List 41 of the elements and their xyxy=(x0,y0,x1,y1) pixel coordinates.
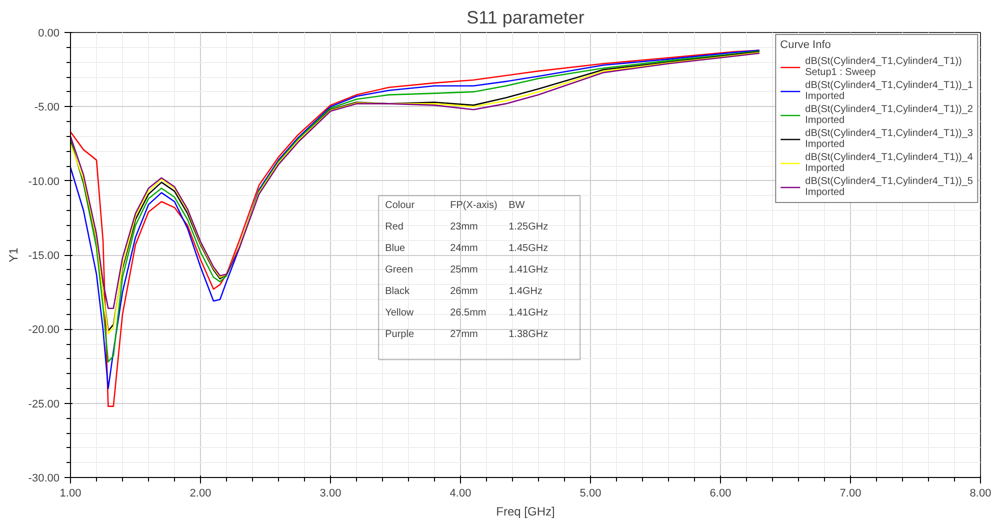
y-axis-title: Y1 xyxy=(6,247,20,262)
y-tick-label: -30.00 xyxy=(28,472,60,484)
y-tick-label: -10.00 xyxy=(28,176,60,188)
annotation: 26.5mm xyxy=(450,308,486,319)
annotation: Colour xyxy=(385,200,416,212)
annotation: Purple xyxy=(385,329,414,340)
annotation: 1.4GHz xyxy=(508,286,543,298)
legend-title: Curve Info xyxy=(780,39,832,51)
annotation: FP(X-axis) xyxy=(450,200,498,212)
annotation: BW xyxy=(508,200,526,212)
x-tick-label: 8.00 xyxy=(970,488,992,500)
legend-label: dB(St(Cylinder4_T1,Cylinder4_T1))_5 Imported xyxy=(805,176,973,198)
annotation: 1.25GHz xyxy=(508,222,548,233)
annotation: Yellow xyxy=(385,308,414,319)
x-tick-label: 3.00 xyxy=(320,488,342,500)
annotation: 23mm xyxy=(450,222,478,233)
annotation: 25mm xyxy=(450,264,478,276)
y-tick-label: -20.00 xyxy=(28,324,60,336)
x-tick-label: 2.00 xyxy=(190,488,212,500)
annotation: Red xyxy=(385,222,404,233)
y-tick-label: -25.00 xyxy=(28,398,60,410)
annotation: 26mm xyxy=(450,286,478,298)
x-tick-label: 5.00 xyxy=(580,488,602,500)
annotation: 1.41GHz xyxy=(508,264,548,276)
y-tick-label: -15.00 xyxy=(28,250,60,262)
x-tick-label: 7.00 xyxy=(840,488,862,500)
annotation: 27mm xyxy=(450,329,478,340)
annotation: 1.45GHz xyxy=(508,243,548,254)
chart-title: S11 parameter xyxy=(466,8,584,28)
annotation: 1.41GHz xyxy=(508,308,548,319)
x-tick-label: 6.00 xyxy=(710,488,732,500)
x-tick-label: 1.00 xyxy=(60,488,82,500)
x-tick-label: 4.00 xyxy=(450,488,472,500)
x-axis-title: Freq [GHz] xyxy=(496,504,555,518)
annotation: 24mm xyxy=(450,243,478,254)
annotation: 1.38GHz xyxy=(508,329,548,340)
annotation: Black xyxy=(385,286,411,298)
y-tick-label: 0.00 xyxy=(38,28,60,40)
annotation: Blue xyxy=(385,243,406,254)
y-tick-label: -5.00 xyxy=(34,102,60,114)
annotation: Green xyxy=(385,264,413,276)
